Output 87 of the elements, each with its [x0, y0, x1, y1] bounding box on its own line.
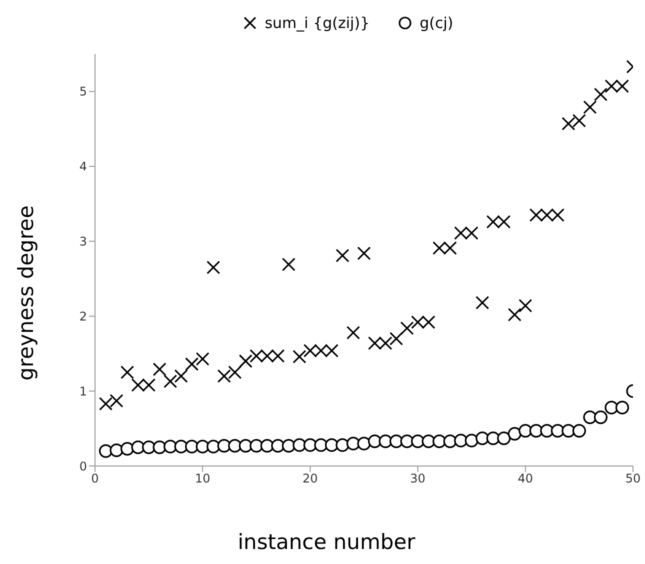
y-tick-label: 3 [79, 234, 87, 249]
point [98, 444, 113, 458]
point [282, 438, 296, 453]
point [314, 438, 328, 452]
point [389, 434, 404, 448]
point [378, 434, 392, 448]
point [250, 438, 264, 453]
x-tick-label: 20 [302, 472, 318, 486]
x-tick-label: 0 [91, 472, 99, 486]
point [432, 434, 446, 448]
point [400, 321, 414, 335]
point [303, 438, 317, 452]
point [368, 434, 382, 448]
point [497, 431, 511, 446]
point [217, 369, 231, 383]
y-axis-title: greyness degree [14, 205, 38, 381]
point [615, 400, 630, 414]
point [518, 298, 532, 312]
point [411, 434, 425, 448]
point [174, 440, 188, 454]
point [292, 438, 306, 452]
point [164, 440, 178, 454]
point [120, 366, 134, 380]
point [196, 440, 210, 454]
legend-label: sum_i {g(zij)} [264, 14, 370, 32]
point [476, 296, 490, 310]
point [508, 308, 522, 322]
point [185, 357, 199, 371]
point [142, 440, 156, 454]
point [486, 431, 500, 446]
point [594, 410, 608, 424]
point [292, 350, 306, 364]
point [196, 352, 210, 366]
y-tick-label: 4 [79, 160, 87, 174]
point [238, 354, 252, 368]
point [346, 326, 360, 340]
point [443, 434, 457, 448]
point [594, 88, 608, 102]
point [238, 438, 252, 453]
point [346, 436, 360, 450]
point [324, 438, 339, 452]
x-tick-label: 10 [194, 472, 210, 486]
point [454, 434, 468, 448]
y-tick-label: 2 [79, 309, 87, 324]
legend-label: g(cj) [420, 14, 454, 32]
point [508, 426, 522, 441]
point [260, 438, 274, 453]
point [336, 248, 350, 262]
point [152, 440, 166, 454]
point [357, 246, 371, 260]
point [550, 424, 564, 438]
point [206, 440, 220, 454]
point [217, 438, 231, 453]
y-tick-label: 0 [79, 459, 87, 474]
point [422, 434, 436, 448]
point [110, 443, 124, 458]
point [228, 366, 242, 380]
point [164, 374, 178, 388]
x-axis-title: instance number [236, 530, 416, 554]
point [206, 260, 220, 274]
point [518, 424, 532, 438]
point [572, 424, 586, 438]
point [529, 424, 543, 438]
x-tick-label: 50 [625, 472, 641, 486]
point [228, 438, 242, 453]
x-tick-label: 30 [410, 472, 426, 486]
point [357, 436, 371, 450]
point [131, 440, 145, 454]
point [152, 362, 166, 376]
point [282, 258, 296, 272]
point [583, 100, 597, 114]
point [604, 400, 618, 414]
point [464, 434, 478, 448]
point [174, 369, 188, 383]
point [400, 434, 414, 448]
point [185, 440, 199, 454]
point [120, 442, 134, 456]
point [562, 424, 576, 438]
y-tick-label: 5 [79, 84, 87, 99]
x-tick-label: 40 [518, 472, 534, 486]
point [271, 438, 285, 453]
point [336, 438, 350, 452]
point [583, 410, 597, 424]
y-tick-label: 1 [79, 384, 87, 398]
point [540, 424, 554, 438]
point [476, 431, 490, 446]
point [389, 332, 404, 346]
